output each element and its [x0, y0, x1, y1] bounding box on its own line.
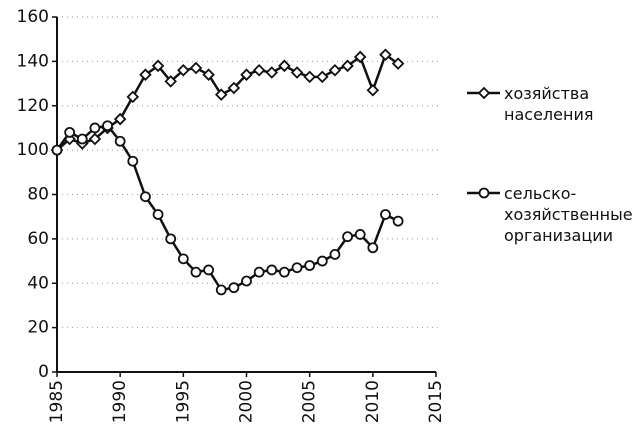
- data-point: [278, 59, 291, 73]
- legend-marker: [477, 86, 491, 100]
- y-tick-label: 120: [17, 96, 49, 116]
- data-point: [291, 262, 303, 274]
- data-point: [214, 88, 228, 101]
- data-point: [304, 260, 316, 271]
- data-point: [202, 68, 215, 81]
- data-point: [190, 266, 202, 278]
- data-point: [51, 144, 63, 156]
- data-point: [151, 59, 165, 73]
- data-point: [76, 133, 88, 145]
- data-point: [113, 112, 127, 126]
- data-point: [127, 155, 139, 167]
- data-point: [139, 68, 152, 81]
- data-point: [152, 209, 164, 220]
- x-tick-label: 1990: [110, 380, 130, 423]
- data-point: [228, 282, 240, 294]
- y-tick-label: 60: [27, 229, 49, 249]
- legend-label: сельско-хозяйственные организации: [504, 184, 633, 245]
- data-point: [189, 61, 203, 75]
- data-point: [303, 70, 316, 84]
- data-point: [177, 253, 189, 265]
- data-point: [367, 242, 379, 254]
- data-point: [253, 266, 265, 278]
- data-point: [342, 231, 353, 243]
- data-point: [316, 70, 329, 84]
- data-point: [164, 75, 177, 88]
- data-point: [354, 229, 366, 240]
- data-point: [328, 63, 342, 77]
- data-point: [102, 120, 113, 132]
- y-tick-label: 140: [17, 51, 49, 71]
- data-point: [290, 66, 304, 79]
- data-point: [316, 255, 328, 267]
- data-point: [379, 48, 392, 61]
- data-point: [366, 83, 380, 97]
- data-point: [391, 57, 405, 70]
- legend-label: хозяйства населения: [504, 84, 594, 124]
- data-point: [64, 126, 76, 138]
- data-point: [240, 68, 253, 81]
- x-tick-label: 2000: [237, 380, 257, 423]
- data-point: [177, 63, 190, 77]
- y-tick-label: 80: [27, 185, 49, 205]
- y-tick-label: 20: [27, 318, 49, 338]
- data-point: [165, 233, 177, 245]
- series-line: [56, 52, 399, 152]
- series-line: [55, 124, 399, 292]
- data-point: [215, 284, 227, 296]
- data-point: [341, 59, 354, 73]
- data-point: [126, 90, 140, 104]
- data-point: [88, 132, 102, 146]
- x-tick-label: 2010: [363, 380, 383, 423]
- y-tick-label: 100: [17, 140, 49, 160]
- x-tick-label: 1995: [173, 380, 193, 423]
- x-tick-label: 1985: [47, 380, 67, 423]
- data-point: [140, 191, 151, 203]
- data-point: [252, 63, 266, 77]
- data-point: [278, 266, 290, 278]
- data-point: [89, 122, 101, 134]
- x-tick-label: 2015: [426, 380, 446, 423]
- x-tick-label: 2005: [300, 380, 320, 423]
- legend-marker: [478, 187, 490, 199]
- data-point: [114, 135, 126, 147]
- data-point: [392, 215, 404, 227]
- data-point: [265, 66, 279, 79]
- y-tick-label: 0: [38, 362, 49, 382]
- data-point: [380, 209, 391, 220]
- data-point: [203, 264, 215, 276]
- y-tick-label: 160: [17, 7, 49, 27]
- data-point: [241, 275, 252, 287]
- data-point: [266, 264, 278, 276]
- data-point: [353, 50, 367, 64]
- y-tick-label: 40: [27, 273, 49, 293]
- data-point: [329, 249, 341, 260]
- data-point: [227, 81, 241, 95]
